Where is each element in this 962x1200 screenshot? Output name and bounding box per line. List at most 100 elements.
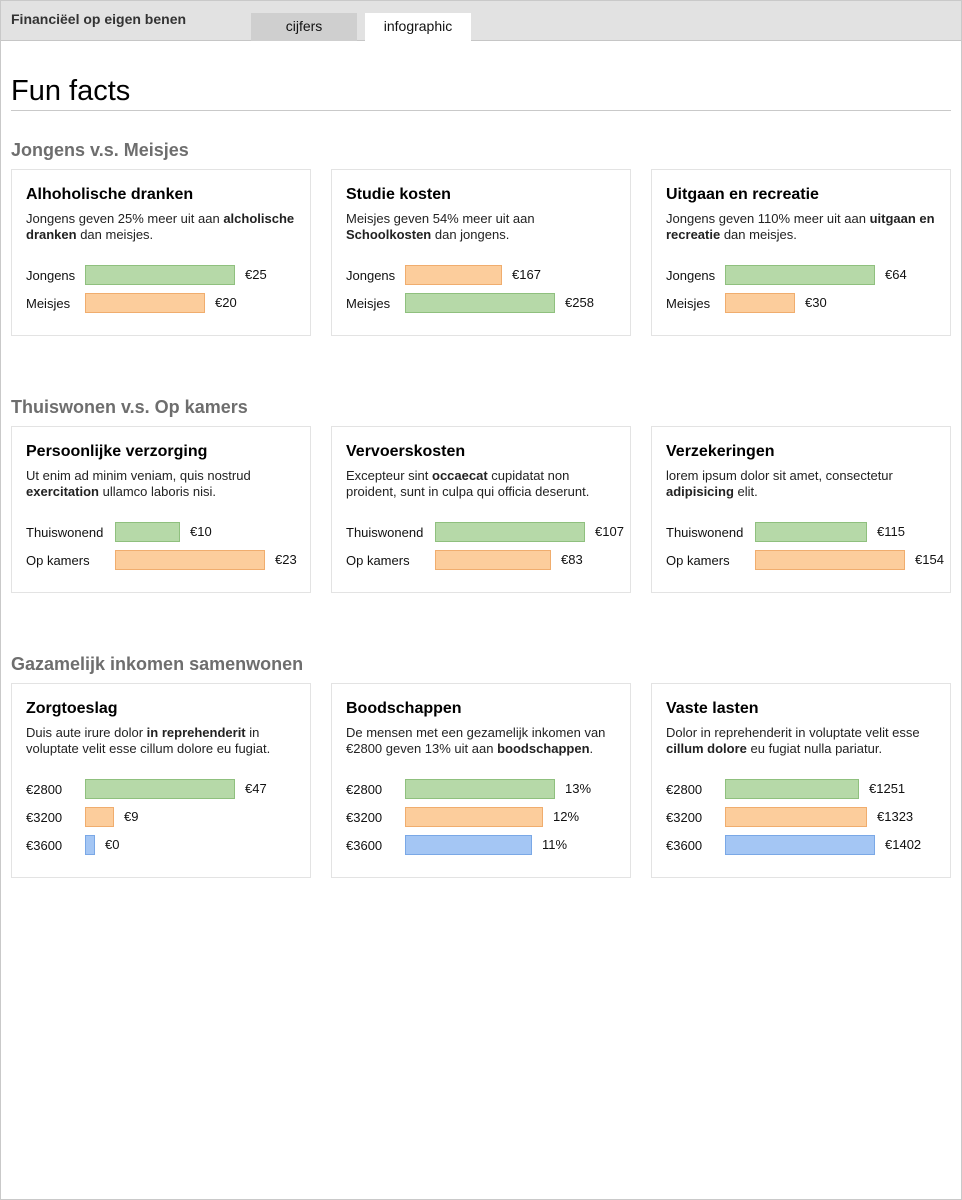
section-title-jongens-v-s-meisjes: Jongens v.s. Meisjes [11,140,189,160]
bar-label: Meisjes [346,296,391,311]
bar-green [85,779,235,799]
bar-label: Meisjes [26,296,71,311]
card-title: Uitgaan en recreatie [666,186,819,203]
description-highlight: cillum dolore [666,741,747,756]
section-title-thuiswonen-v-s-op-kamers: Thuiswonen v.s. Op kamers [11,397,248,417]
bar-value: €64 [885,267,907,282]
description-highlight: Schoolkosten [346,227,432,242]
bar-value: €258 [565,295,594,310]
bar-orange [405,265,502,285]
bar-orange [725,807,867,827]
bar-row: €3200 €9 [26,807,306,827]
bar-row: €2800 €47 [26,779,306,799]
bar-green [115,522,180,542]
bar-row: Jongens €167 [346,265,626,285]
bar-value: €9 [124,809,139,824]
bar-green [435,522,585,542]
description-text: ullamco laboris nisi. [98,484,217,499]
bar-label: €2800 [26,782,63,797]
description-text: . [589,741,594,756]
bar-label: €2800 [666,782,703,797]
card-description: Excepteur sint occaecat cupidatat non pr… [346,468,622,500]
bar-value: 12% [553,809,580,824]
bar-value: €107 [595,524,624,539]
card-title: Zorgtoeslag [26,700,118,717]
bar-value: €83 [561,552,583,567]
description-highlight: alcholische dranken [26,211,295,242]
fact-card-boodschappen: Boodschappen De mensen met een gezamelijk… [331,683,631,878]
description-text: Jongens geven 110% meer uit aan [666,211,870,226]
bar-green [755,522,867,542]
title-divider [11,110,951,111]
bar-value: €167 [512,267,541,282]
bar-row: Op kamers €154 [666,550,946,570]
bar-row: €2800 13% [346,779,626,799]
description-text: in voluptate velit esse cillum dolore eu… [26,725,271,756]
app-title: Financiëel op eigen benen [11,11,187,27]
fact-card-studie-kosten: Studie kosten Meisjes geven 54% meer uit … [331,169,631,336]
bar-row: €3200 12% [346,807,626,827]
bar-value: €115 [877,524,905,539]
bar-label: €3600 [666,838,703,853]
bar-orange [405,807,543,827]
bar-green [405,779,555,799]
bar-value: 13% [565,781,592,796]
bar-label: Jongens [346,268,396,283]
description-text: Jongens geven 25% meer uit aan [26,211,224,226]
bar-row: Op kamers €83 [346,550,626,570]
tab-cijfers[interactable]: cijfers [251,13,357,41]
bar-label: €3600 [26,838,63,853]
bar-value: €47 [245,781,267,796]
fact-card-persoonlijke-verzorging: Persoonlijke verzorging Ut enim ad minim … [11,426,311,593]
description-text: Excepteur sint [346,468,432,483]
description-text: Ut enim ad minim veniam, quis nostrud [26,468,251,483]
bar-orange [755,550,905,570]
bar-label: €3200 [346,810,383,825]
bar-label: €3600 [346,838,383,853]
description-text: dan jongens. [431,227,510,242]
tab-infographic[interactable]: infographic [365,13,471,42]
bar-label: €3200 [26,810,63,825]
description-text: cupidatat non proident, sunt in culpa qu… [346,468,590,499]
card-description: Jongens geven 110% meer uit aan uitgaan … [666,211,942,243]
bar-label: Jongens [666,268,716,283]
card-description: Dolor in reprehenderit in voluptate veli… [666,725,942,757]
section-title-gazamelijk-inkomen-samenwonen: Gazamelijk inkomen samenwonen [11,654,304,674]
description-text: dan meisjes. [720,227,797,242]
bar-value: €1402 [885,837,922,852]
description-highlight: adipisicing [666,484,734,499]
bar-label: Jongens [26,268,76,283]
bar-orange [725,293,795,313]
top-bar: Financiëel op eigen benen cijfers infogr… [1,1,961,42]
bar-orange [115,550,265,570]
bar-row: Thuiswonend €107 [346,522,626,542]
fact-card-zorgtoeslag: Zorgtoeslag Duis aute irure dolor in repr… [11,683,311,878]
bar-row: Jongens €64 [666,265,946,285]
bar-orange [85,807,114,827]
bar-row: €3600 €0 [26,835,306,855]
bar-orange [85,293,205,313]
description-highlight: boodschappen [497,741,590,756]
bar-row: Meisjes €20 [26,293,306,313]
card-description: Jongens geven 25% meer uit aan alcholisc… [26,211,302,243]
card-title: Vaste lasten [666,700,759,717]
page-title: Fun facts [11,75,131,107]
card-title: Persoonlijke verzorging [26,443,208,460]
bar-label: €2800 [346,782,383,797]
description-text: Meisjes geven 54% meer uit aan [346,211,535,226]
fact-card-verzekeringen: Verzekeringen lorem ipsum dolor sit amet,… [651,426,951,593]
description-highlight: occaecat [432,468,488,483]
bar-blue [725,835,875,855]
bar-row: Meisjes €30 [666,293,946,313]
card-title: Verzekeringen [666,443,775,460]
bar-green [725,265,875,285]
description-text: Dolor in reprehenderit in voluptate veli… [666,725,920,740]
bar-label: Op kamers [346,553,410,568]
bar-value: €1323 [877,809,914,824]
fact-card-vervoerskosten: Vervoerskosten Excepteur sint occaecat cu… [331,426,631,593]
bar-value: €154 [915,552,944,567]
bar-value: €10 [190,524,212,539]
bar-row: Thuiswonend €115 [666,522,946,542]
bar-row: €3600 11% [346,835,626,855]
card-description: lorem ipsum dolor sit amet, consectetur … [666,468,942,500]
